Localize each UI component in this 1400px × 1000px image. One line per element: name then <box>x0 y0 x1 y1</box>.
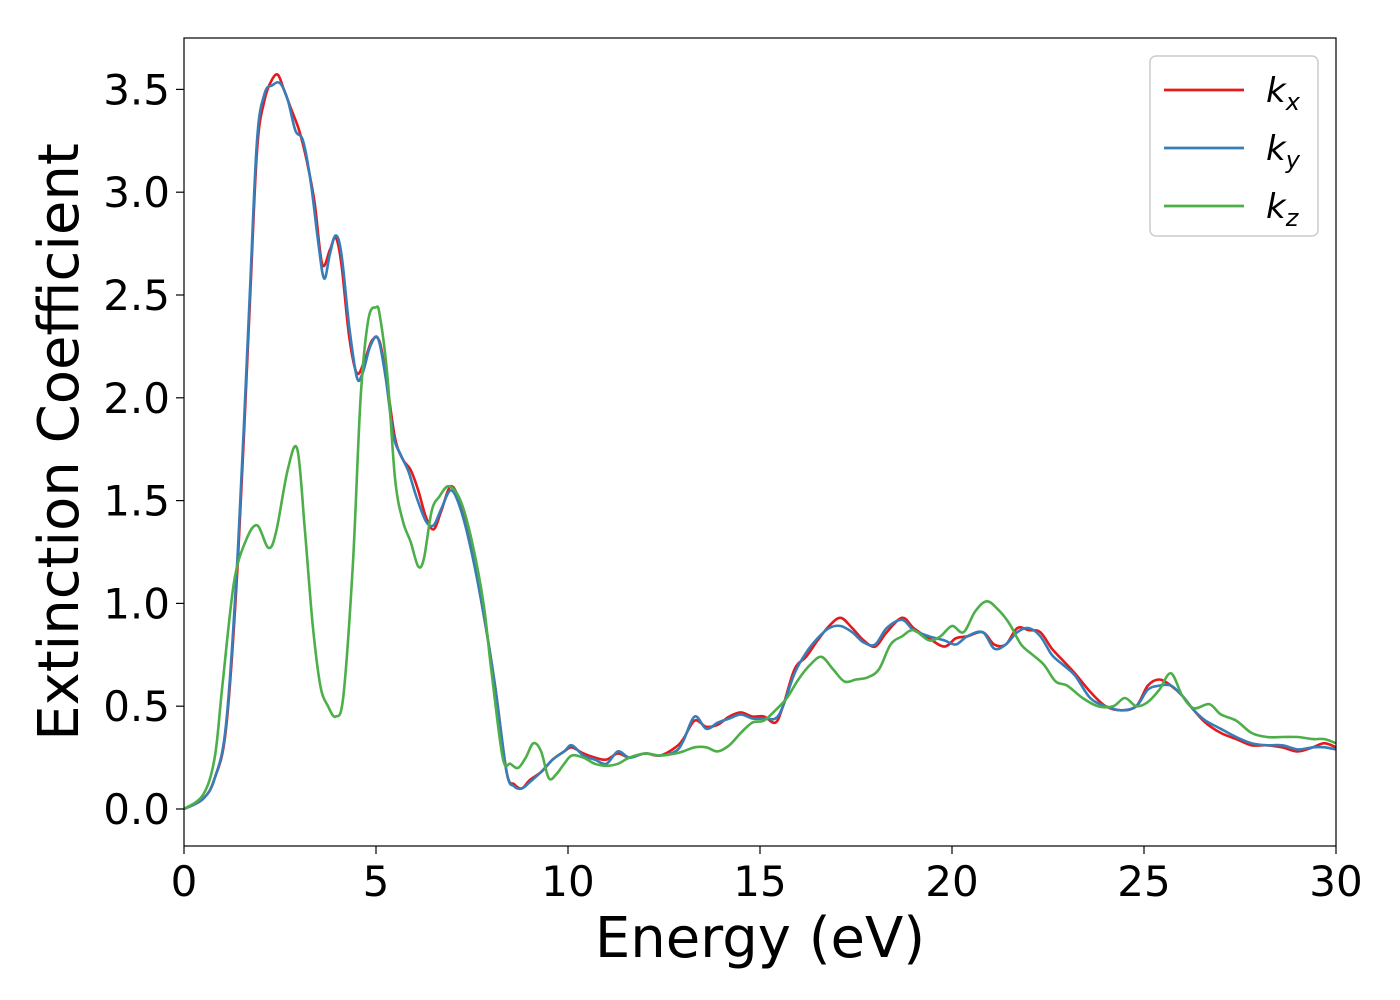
x-tick-label: 10 <box>541 857 594 906</box>
legend-box <box>1149 55 1319 237</box>
legend-label-base: k <box>1266 187 1287 227</box>
legend-label-z: kz <box>1266 187 1300 232</box>
y-tick-label: 2.5 <box>103 271 170 320</box>
x-tick-label: 15 <box>733 857 786 906</box>
legend-label-subscript: y <box>1285 146 1301 174</box>
y-axis-label: Extinction Coefficient <box>27 143 92 741</box>
y-tick-label: 0.5 <box>103 682 170 731</box>
y-tick-label: 3.5 <box>103 65 170 114</box>
x-tick-label: 0 <box>171 857 198 906</box>
x-tick-label: 5 <box>363 857 390 906</box>
x-tick-label: 30 <box>1309 857 1362 906</box>
y-tick-label: 2.0 <box>103 374 170 423</box>
x-tick-label: 20 <box>925 857 978 906</box>
y-tick-label: 3.0 <box>103 168 170 217</box>
x-axis-ticks: 0 5 10 15 20 25 30 <box>171 846 1363 906</box>
y-tick-label: 0.0 <box>103 785 170 834</box>
y-axis-ticks: 0.0 0.5 1.0 1.5 2.0 2.5 3.0 3.5 <box>103 65 184 834</box>
legend-label-x: kx <box>1266 71 1301 116</box>
legend-label-y: ky <box>1266 129 1301 174</box>
series-line-z <box>183 305 1337 811</box>
y-tick-label: 1.0 <box>103 579 170 628</box>
y-tick-label: 1.5 <box>103 477 170 526</box>
legend-label-subscript: x <box>1285 88 1301 116</box>
x-axis-label: Energy (eV) <box>595 906 925 971</box>
legend-label-base: k <box>1266 129 1287 169</box>
series-layer <box>183 73 1337 811</box>
legend-label-subscript: z <box>1285 204 1300 232</box>
x-tick-label: 25 <box>1117 857 1170 906</box>
legend-label-base: k <box>1266 71 1287 111</box>
